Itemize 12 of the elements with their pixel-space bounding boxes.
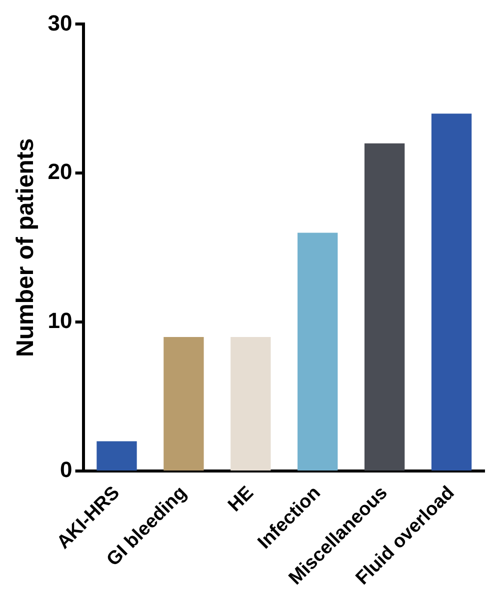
y-tick-label: 0	[60, 457, 72, 482]
bar	[230, 336, 271, 471]
bar	[431, 114, 472, 471]
y-tick-label: 20	[48, 159, 72, 184]
y-tick-label: 10	[48, 308, 72, 334]
bar	[298, 232, 338, 471]
x-tick-label: HE	[224, 482, 258, 516]
y-tick-label: 30	[48, 10, 72, 36]
bar	[364, 143, 405, 471]
y-axis-title: Number of patients	[12, 138, 40, 357]
bar	[96, 441, 137, 471]
bar	[164, 336, 204, 471]
